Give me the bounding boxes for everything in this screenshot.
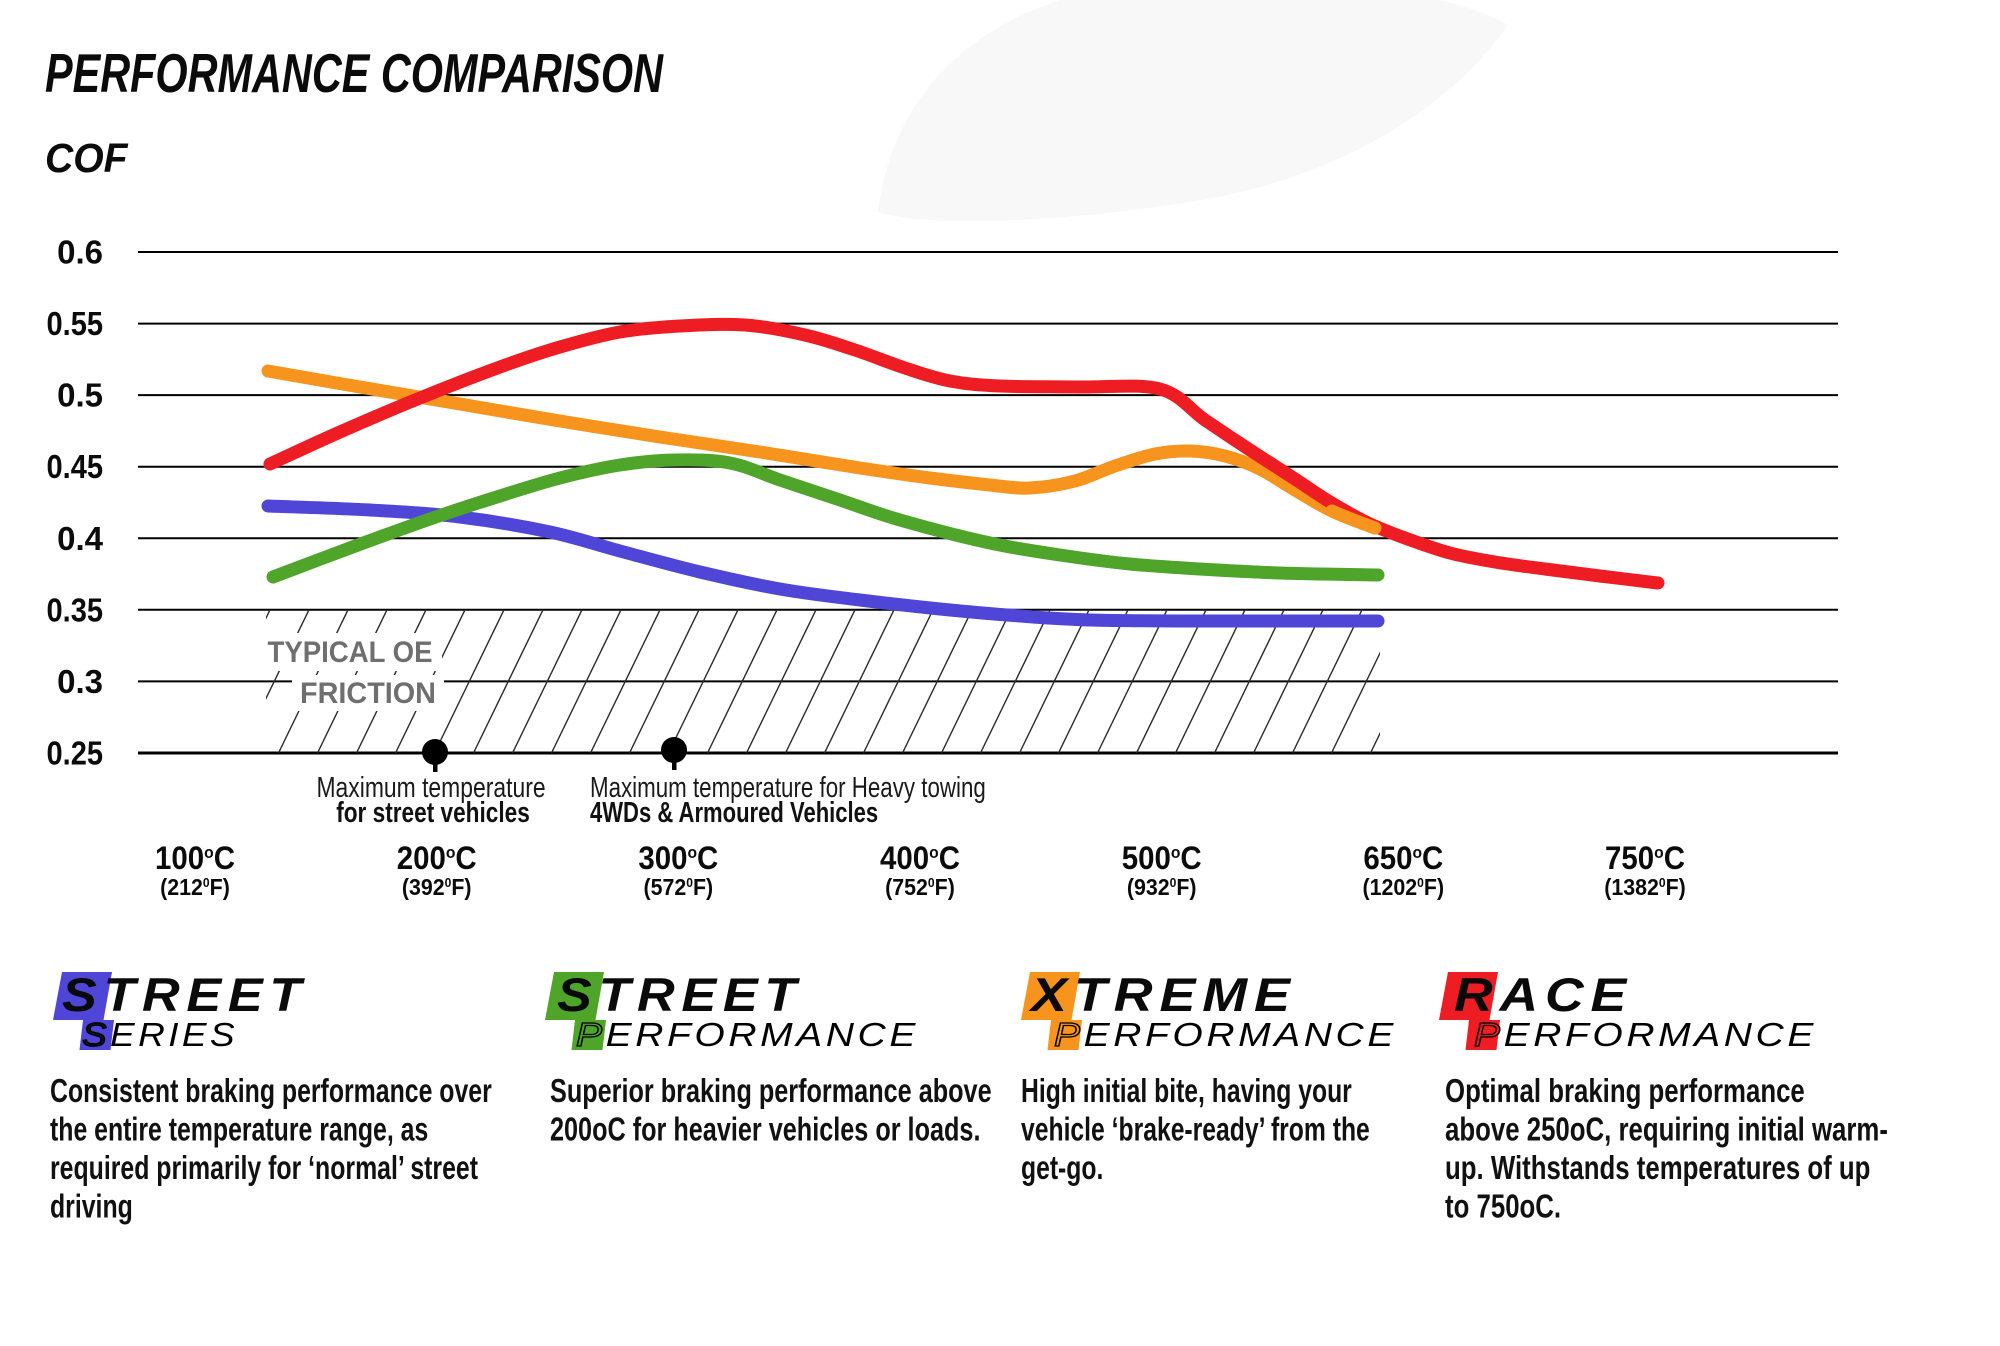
svg-text:0.5: 0.5 (57, 377, 103, 414)
svg-text:driving: driving (50, 1189, 133, 1225)
svg-text:100oC: 100oC (155, 840, 235, 876)
svg-text:0.6: 0.6 (57, 234, 103, 271)
svg-text:required primarily for ‘normal: required primarily for ‘normal’ street (50, 1151, 478, 1187)
svg-text:650oC: 650oC (1363, 840, 1443, 876)
svg-text:FRICTION: FRICTION (300, 676, 436, 710)
svg-text:0.55: 0.55 (46, 305, 103, 342)
svg-text:above 250oC, requiring initial: above 250oC, requiring initial warm- (1445, 1112, 1888, 1149)
svg-text:(2120F): (2120F) (160, 874, 230, 900)
svg-text:200oC for heavier vehicles or: 200oC for heavier vehicles or loads. (550, 1111, 980, 1148)
svg-text:(3920F): (3920F) (402, 874, 472, 900)
svg-text:0.3: 0.3 (57, 663, 103, 700)
svg-text:for street vehicles: for street vehicles (336, 795, 530, 828)
svg-text:the entire temperature range,: the entire temperature range, as (50, 1112, 428, 1148)
svg-text:Consistent braking performance: Consistent braking performance over (50, 1074, 492, 1110)
svg-text:400oC: 400oC (880, 840, 960, 876)
svg-text:4WDs & Armoured Vehicles: 4WDs & Armoured Vehicles (590, 797, 878, 829)
svg-text:Maximum temperature for Heavy: Maximum temperature for Heavy towing (590, 772, 986, 803)
svg-text:750oC: 750oC (1605, 840, 1685, 876)
svg-text:vehicle ‘brake-ready’ from the: vehicle ‘brake-ready’ from the (1021, 1112, 1370, 1148)
svg-text:PERFORMANCE COMPARISON: PERFORMANCE COMPARISON (45, 43, 664, 104)
svg-text:XTREME: XTREME (1028, 968, 1297, 1021)
svg-text:TYPICAL OE: TYPICAL OE (267, 636, 432, 669)
svg-text:(5720F): (5720F) (643, 874, 713, 900)
svg-text:High initial bite, having your: High initial bite, having your (1021, 1074, 1352, 1110)
svg-text:300oC: 300oC (638, 840, 718, 876)
svg-text:0.25: 0.25 (46, 735, 103, 772)
svg-text:PERFORMANCE: PERFORMANCE (1474, 1016, 1817, 1053)
svg-text:PERFORMANCE: PERFORMANCE (576, 1016, 919, 1053)
svg-text:0.35: 0.35 (46, 592, 103, 629)
svg-text:SERIES: SERIES (82, 1017, 238, 1054)
svg-text:0.4: 0.4 (57, 520, 104, 557)
svg-text:RACE: RACE (1454, 968, 1633, 1021)
svg-text:up. Withstands temperatures of: up. Withstands temperatures of up (1445, 1150, 1870, 1187)
svg-text:Maximum temperature: Maximum temperature (316, 770, 545, 803)
svg-text:COF: COF (45, 136, 129, 181)
svg-text:(9320F): (9320F) (1127, 874, 1197, 900)
svg-text:(13820F): (13820F) (1604, 874, 1686, 900)
svg-text:STREET: STREET (557, 968, 803, 1021)
svg-text:(7520F): (7520F) (885, 874, 955, 900)
svg-text:(12020F): (12020F) (1363, 874, 1445, 900)
svg-text:to 750oC.: to 750oC. (1445, 1189, 1561, 1226)
svg-text:PERFORMANCE: PERFORMANCE (1054, 1016, 1397, 1053)
svg-text:STREET: STREET (62, 968, 308, 1021)
svg-text:200oC: 200oC (397, 840, 477, 876)
svg-text:Optimal braking performance: Optimal braking performance (1445, 1073, 1805, 1110)
svg-text:0.45: 0.45 (46, 448, 103, 485)
svg-text:500oC: 500oC (1122, 840, 1202, 876)
svg-text:Superior braking performance a: Superior braking performance above (550, 1073, 992, 1110)
svg-text:get-go.: get-go. (1021, 1151, 1103, 1187)
